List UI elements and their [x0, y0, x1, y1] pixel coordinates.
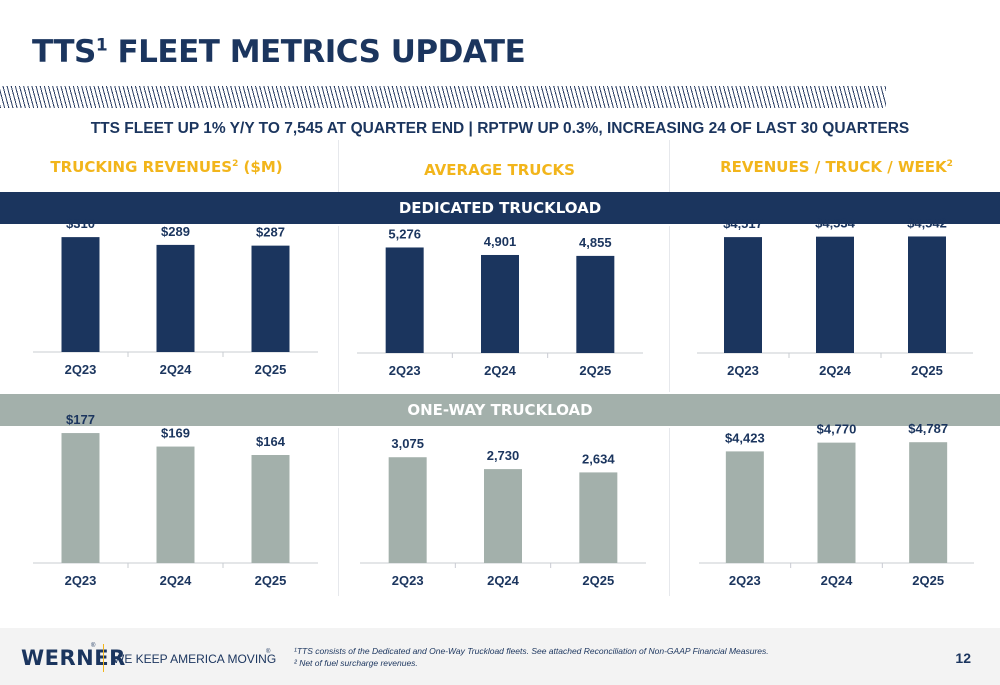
data-label: $287: [256, 225, 285, 240]
x-tick-label: 2Q23: [392, 573, 424, 588]
section-band-oneway: ONE-WAY TRUCKLOAD: [0, 394, 1000, 426]
data-label: $169: [161, 426, 190, 441]
data-label: $177: [66, 412, 95, 427]
data-label: 2,634: [582, 451, 615, 466]
bar: [579, 472, 618, 563]
column-divider: [669, 226, 670, 392]
x-tick-label: 2Q23: [389, 363, 421, 378]
data-label: $4,534: [815, 216, 856, 231]
data-label: $4,542: [907, 215, 947, 230]
x-tick-label: 2Q24: [484, 363, 517, 378]
x-tick-label: 2Q24: [487, 573, 520, 588]
bar: [251, 245, 290, 352]
x-tick-label: 2Q25: [911, 363, 943, 378]
data-label: 4,901: [484, 234, 517, 249]
bar: [909, 442, 948, 563]
logo-registered-mark: ®: [91, 643, 96, 649]
page-number: 12: [955, 650, 971, 666]
page-title: TTS1 FLEET METRICS UPDATE: [32, 34, 526, 70]
bar: [251, 455, 290, 563]
data-label: 3,075: [391, 436, 424, 451]
data-label: $164: [256, 434, 286, 449]
x-tick-label: 2Q25: [912, 573, 944, 588]
bar: [156, 244, 195, 352]
x-tick-label: 2Q24: [821, 573, 854, 588]
column-divider: [338, 428, 339, 596]
data-label: $4,517: [723, 216, 763, 231]
bar: [385, 247, 424, 353]
werner-logo: WERNER: [21, 646, 126, 670]
column-divider: [338, 140, 339, 192]
x-tick-label: 2Q25: [579, 363, 611, 378]
x-tick-label: 2Q25: [582, 573, 614, 588]
column-header-label: REVENUES / TRUCK / WEEK: [720, 158, 947, 176]
bar: [576, 255, 615, 353]
bar: [816, 236, 854, 353]
data-label: 4,855: [579, 235, 612, 250]
bar: [817, 442, 856, 563]
column-header-suffix: ($M): [238, 158, 283, 176]
title-footnote-mark: 1: [95, 35, 108, 56]
bar: [61, 237, 100, 352]
x-tick-label: 2Q23: [65, 573, 97, 588]
data-label: 5,276: [388, 226, 421, 241]
bar: [156, 446, 195, 563]
logo-divider: [103, 644, 104, 672]
data-label: $4,423: [725, 430, 765, 445]
x-tick-label: 2Q23: [729, 573, 761, 588]
section-band-dedicated: DEDICATED TRUCKLOAD: [0, 192, 1000, 224]
column-header-footnote-mark: 2: [946, 159, 953, 169]
column-divider: [669, 140, 670, 192]
x-tick-label: 2Q25: [255, 573, 287, 588]
subtitle-banner: TTS FLEET UP 1% Y/Y TO 7,545 AT QUARTER …: [90, 120, 910, 137]
column-header-revenue-per-truck: REVENUES / TRUCK / WEEK2: [670, 158, 1000, 176]
bar: [724, 237, 762, 353]
x-tick-label: 2Q24: [160, 362, 193, 377]
x-tick-label: 2Q23: [65, 362, 97, 377]
footnote-1: ¹TTS consists of the Dedicated and One-W…: [294, 646, 769, 656]
footnote-2: ² Net of fuel surcharge revenues.: [294, 658, 418, 668]
column-header-label: AVERAGE TRUCKS: [424, 161, 575, 179]
x-tick-label: 2Q23: [727, 363, 759, 378]
bar: [725, 451, 764, 563]
column-header-label: TRUCKING REVENUES: [50, 158, 233, 176]
tagline-registered-mark: ®: [266, 649, 271, 655]
x-tick-label: 2Q24: [160, 573, 193, 588]
data-label: $310: [66, 216, 95, 231]
column-divider: [669, 428, 670, 596]
x-tick-label: 2Q24: [819, 363, 852, 378]
title-rest: FLEET METRICS UPDATE: [107, 34, 526, 70]
bar: [484, 469, 522, 563]
column-header-footnote-mark: 2: [232, 159, 239, 169]
data-label: $4,787: [908, 421, 948, 436]
hatch-divider: [0, 86, 886, 108]
tagline: WE KEEP AMERICA MOVING: [113, 652, 277, 666]
data-label: $4,770: [817, 422, 857, 437]
footer: WERNER ® WE KEEP AMERICA MOVING ® ¹TTS c…: [0, 628, 1000, 685]
data-label: 2,730: [487, 448, 520, 463]
bar-charts: $310 2Q23 $289 2Q24 $287 2Q25 5,276 2Q23 4,901 2Q…: [33, 215, 974, 588]
bar: [388, 457, 427, 563]
bar: [481, 254, 519, 353]
title-main: TTS: [32, 34, 96, 70]
column-divider: [338, 226, 339, 392]
bar: [908, 236, 946, 353]
bar: [61, 433, 100, 563]
data-label: $289: [161, 224, 190, 239]
column-header-revenues: TRUCKING REVENUES2 ($M): [0, 158, 333, 176]
column-header-average-trucks: AVERAGE TRUCKS: [333, 161, 666, 179]
x-tick-label: 2Q25: [255, 362, 287, 377]
